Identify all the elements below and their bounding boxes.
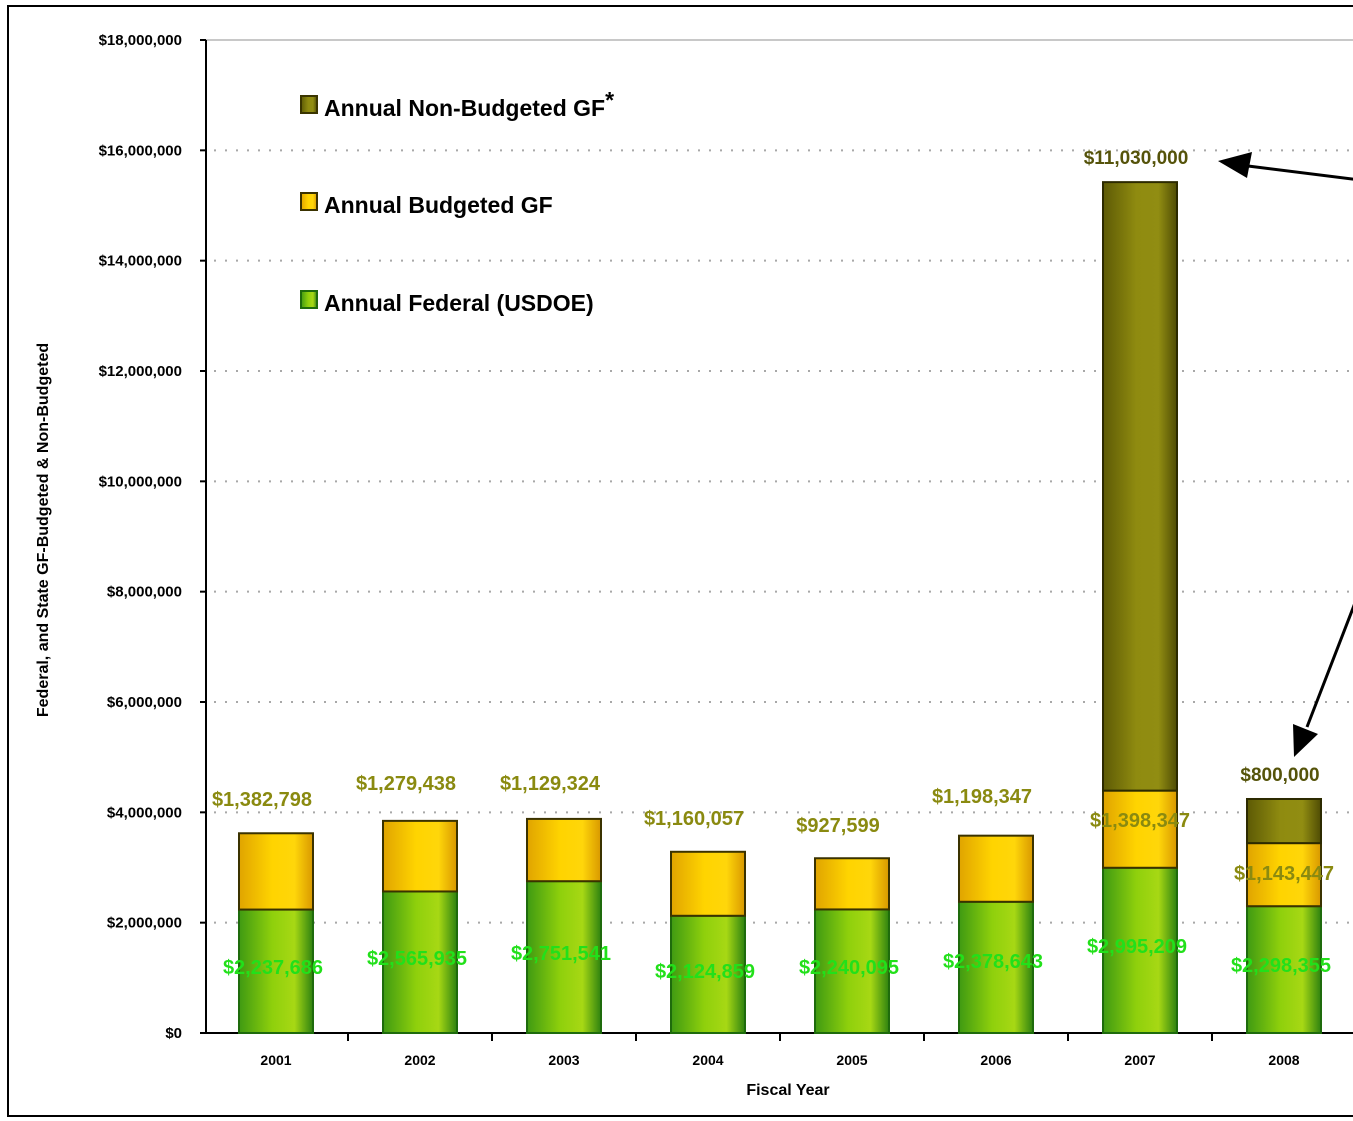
data-label-budgeted-gf: $1,382,798 [212,789,312,811]
y-tick-label: $16,000,000 [99,142,182,159]
y-tick-label: $2,000,000 [107,915,182,932]
bar-annual-federal-usdoe--2005 [814,908,890,1035]
axes [200,39,1353,1041]
bar-annual-budgeted-gf-2006 [958,834,1034,903]
x-tick-label: 2001 [260,1052,291,1068]
legend-swatch [300,95,318,114]
bar-annual-budgeted-gf-2003 [526,817,602,883]
y-tick-label: $12,000,000 [99,363,182,380]
x-tick-label: 2005 [836,1052,867,1068]
data-label-federal: $2,751,541 [511,943,611,965]
bar-annual-federal-usdoe--2004 [670,914,746,1035]
legend-swatch [300,290,318,309]
bar-annual-federal-usdoe--2008 [1246,905,1322,1034]
data-label-non-budgeted-gf: $800,000 [1240,765,1319,786]
legend-swatch [300,192,318,211]
y-tick-label: $18,000,000 [99,32,182,49]
data-label-federal: $2,237,686 [223,957,323,979]
data-label-budgeted-gf: $1,143,447 [1234,863,1334,885]
bar-annual-budgeted-gf-2005 [814,857,890,911]
grid-lines [206,39,1353,924]
data-label-non-budgeted-gf: $11,030,000 [1084,148,1189,169]
y-tick-label: $0 [165,1025,182,1042]
data-label-budgeted-gf: $1,398,347 [1090,810,1190,832]
x-tick-label: 2002 [404,1052,435,1068]
annotation-arrows [1218,152,1353,757]
legend-label: Annual Non-Budgeted GF* [324,87,614,121]
x-tick-label: 2004 [692,1052,723,1068]
y-tick-label: $14,000,000 [99,253,182,270]
tick-labels: $0 $2,000,000 $4,000,000 $6,000,000 $8,000,0… [99,32,1300,1068]
legend-superscript: * [605,87,614,113]
x-axis-title: Fiscal Year [746,1082,829,1099]
legend-label: Annual Federal (USDOE) [324,290,594,316]
x-tick-label: 2003 [548,1052,579,1068]
bar-annual-budgeted-gf-2004 [670,850,746,917]
data-label-budgeted-gf: $1,198,347 [932,786,1032,808]
chart-border [7,5,1353,1117]
legend-label: Annual Budgeted GF [324,192,553,218]
bar-annual-budgeted-gf-2002 [382,819,458,893]
y-tick-label: $8,000,000 [107,584,182,601]
data-labels: $2,237,686 $1,382,798 $2,565,935 $1,279,438… [212,148,1334,983]
bar-annual-federal-usdoe--2003 [526,880,602,1035]
bar-annual-budgeted-gf-2008 [1246,842,1322,908]
data-label-federal: $2,240,095 [799,957,899,979]
bar-annual-budgeted-gf-2007 [1102,789,1178,869]
bar-annual-non-budgeted-gf-2007 [1102,181,1178,792]
data-label-budgeted-gf: $1,279,438 [356,773,456,795]
y-tick-label: $10,000,000 [99,473,182,490]
data-label-federal: $2,565,935 [367,948,467,970]
y-tick-label: $6,000,000 [107,694,182,711]
bar-annual-budgeted-gf-2001 [238,832,314,911]
data-label-federal: $2,378,643 [943,951,1043,973]
data-label-budgeted-gf: $927,599 [796,815,879,837]
data-label-federal: $2,995,209 [1087,936,1187,958]
data-label-budgeted-gf: $1,160,057 [644,808,744,830]
x-tick-label: 2006 [980,1052,1011,1068]
x-tick-label: 2008 [1268,1052,1299,1068]
y-axis-title: Federal, and State GF-Budgeted & Non-Bud… [35,343,52,717]
legend: Annual Non-Budgeted GF* Annual Budgeted G… [300,87,614,316]
data-label-federal: $2,124,859 [655,961,755,983]
x-tick-label: 2007 [1124,1052,1155,1068]
y-tick-label: $4,000,000 [107,804,182,821]
bar-annual-non-budgeted-gf-2008 [1246,797,1322,845]
data-label-federal: $2,298,355 [1231,955,1331,977]
bars [238,181,1322,1035]
data-label-budgeted-gf: $1,129,324 [500,773,601,795]
